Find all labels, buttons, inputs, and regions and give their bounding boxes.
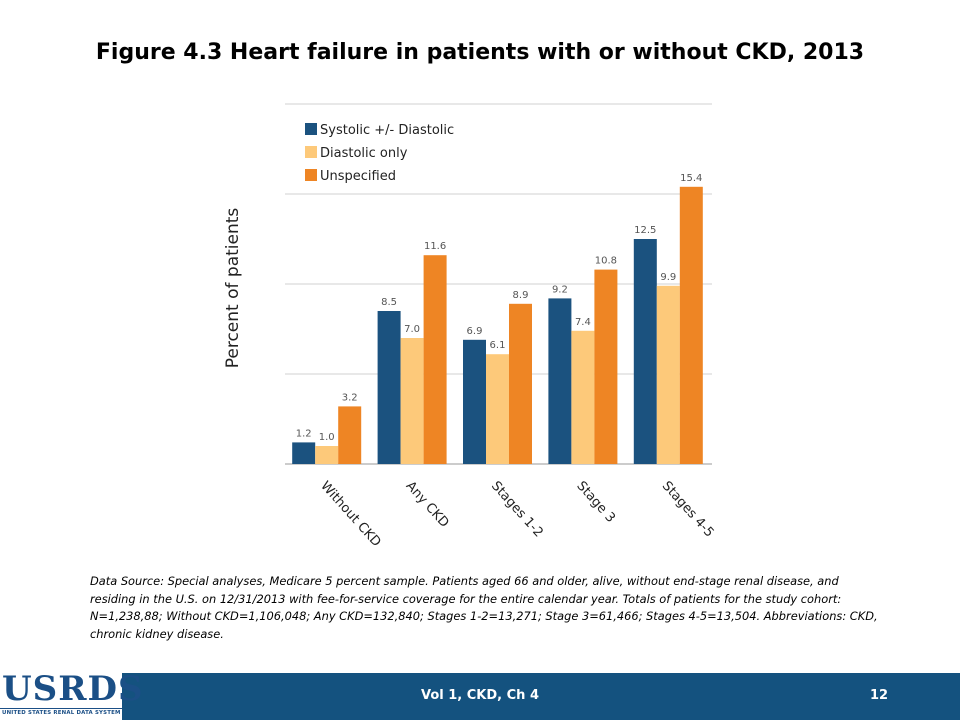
footer-bar: Vol 1, CKD, Ch 4 12 [0,673,960,720]
value-label: 9.9 [660,272,676,283]
bar [486,354,509,464]
value-label: 7.4 [575,317,591,328]
category-label: Stages 1-2 [488,479,546,541]
value-label: 3.2 [342,392,358,403]
logo-rule [0,708,122,709]
bar [656,285,680,464]
category-label: Stage 3 [573,479,618,526]
bars [292,186,703,465]
value-label: 7.0 [404,324,420,335]
bar [679,186,703,465]
legend-swatch [305,123,317,135]
value-label: 1.0 [319,432,335,443]
bar [315,446,339,464]
data-source-note: Data Source: Special analyses, Medicare … [90,574,878,641]
value-label: 6.9 [467,326,483,337]
value-label: 6.1 [490,340,506,351]
bar [423,255,447,464]
category-labels: Without CKD Any CKD Stages 1-2 Stage 3 Stage… [317,479,716,550]
legend-swatch [305,146,317,158]
bar [548,298,572,464]
bar [633,239,657,464]
value-labels: 1.2 1.0 3.2 8.5 7.0 11.6 6.9 6.1 8.9 9.2 7.4 10.8 12… [296,173,703,443]
legend-label: Unspecified [320,169,396,184]
bar [377,311,401,464]
page-number: 12 [870,688,889,703]
value-label: 8.5 [381,297,397,308]
value-label: 11.6 [424,241,446,252]
value-label: 8.9 [513,290,529,301]
bar [338,406,362,464]
logo-subtitle: UNITED STATES RENAL DATA SYSTEM [2,710,121,716]
bar-chart: 1.2 1.0 3.2 8.5 7.0 11.6 6.9 6.1 8.9 9.2 7.4 10.8 12… [285,103,717,550]
volume-label: Vol 1, CKD, Ch 4 [420,688,539,703]
value-label: 9.2 [552,284,568,295]
category-label: Without CKD [317,479,383,550]
bar [509,303,532,464]
logo-wordmark: USRDS [2,669,144,709]
bar [463,339,486,464]
figure-title: Figure 4.3 Heart failure in patients wit… [95,40,865,65]
bar [571,330,595,464]
legend-label: Systolic +/- Diastolic [320,123,454,138]
bar [594,269,618,464]
value-label: 1.2 [296,428,312,439]
bar [400,338,424,464]
legend-swatch [305,169,317,181]
legend: Systolic +/- Diastolic Diastolic only Unsp… [305,123,454,184]
bar [292,442,316,464]
value-label: 12.5 [634,225,656,236]
category-label: Any CKD [403,479,452,531]
value-label: 10.8 [595,256,617,267]
usrds-logo: USRDS UNITED STATES RENAL DATA SYSTEM [0,667,143,720]
category-label: Stages 4-5 [659,479,717,541]
value-label: 15.4 [680,173,702,184]
legend-label: Diastolic only [320,146,408,161]
